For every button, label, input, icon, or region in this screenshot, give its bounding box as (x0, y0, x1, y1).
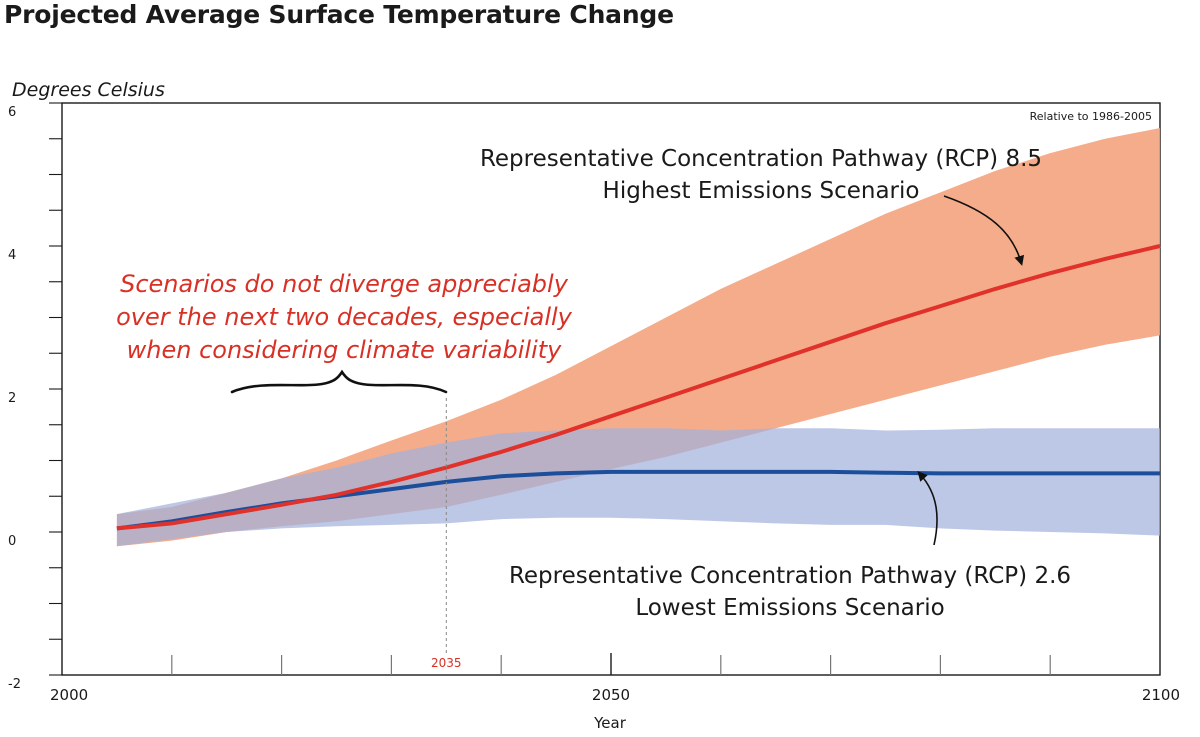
x-tick-label: 2100 (1142, 686, 1180, 704)
y-tick-label: 4 (8, 248, 16, 263)
rcp85-point (775, 359, 777, 361)
rcp85-arrow (943, 195, 1025, 266)
rcp85-point (171, 522, 173, 524)
rcp85-point (665, 396, 667, 398)
rcp85-point (1049, 272, 1051, 274)
rcp85-label-line1: Representative Concentration Pathway (RC… (480, 146, 1042, 172)
rcp26-point (171, 520, 173, 522)
y-tick-label: 2 (8, 391, 16, 406)
callout-text: over the next two decades, especially (116, 303, 573, 331)
x-tick-label: 2000 (50, 686, 88, 704)
callout-text: when considering climate variability (127, 336, 563, 364)
rcp26-point (884, 471, 886, 473)
rcp26-point (939, 472, 941, 474)
marker-2035-label: 2035 (431, 656, 462, 670)
rcp85-mean-line (116, 244, 1161, 531)
rcp85-point (720, 378, 722, 380)
rcp26-point (1049, 472, 1051, 474)
rcp85-band (116, 128, 1160, 547)
rcp85-point (390, 481, 392, 483)
relative-note: Relative to 1986-2005 (1030, 110, 1152, 123)
rcp26-point (720, 471, 722, 473)
chart-title: Projected Average Surface Temperature Ch… (4, 0, 674, 29)
rcp85-point (226, 513, 228, 515)
rcp26-point (116, 527, 118, 529)
rcp26-point (1104, 472, 1106, 474)
rcp26-band (116, 428, 1160, 547)
rcp26-point (335, 495, 337, 497)
rcp85-point (500, 451, 502, 453)
rcp26-point (500, 475, 502, 477)
rcp26-point (1159, 472, 1161, 474)
rcp26-point (280, 502, 282, 504)
rcp26-point (390, 488, 392, 490)
rcp85-point (610, 415, 612, 417)
rcp85-point (1104, 258, 1106, 260)
rcp85-point (884, 322, 886, 324)
rcp85-point (1159, 245, 1161, 247)
rcp85-point (994, 288, 996, 290)
rcp85-label-line2: Highest Emissions Scenario (603, 178, 920, 204)
rcp26-point (994, 472, 996, 474)
callout-text: Scenarios do not diverge appreciably (120, 270, 569, 298)
rcp26-point (829, 471, 831, 473)
rcp26-point (610, 471, 612, 473)
rcp85-point (555, 434, 557, 436)
rcp26-label-line2: Lowest Emissions Scenario (635, 595, 944, 621)
rcp85-point (939, 305, 941, 307)
rcp26-point (226, 511, 228, 513)
rcp26-point (555, 472, 557, 474)
y-tick-label: 0 (8, 534, 16, 549)
rcp85-point (829, 341, 831, 343)
x-tick-label: 2050 (592, 686, 630, 704)
brace (230, 369, 448, 394)
rcp26-label-line1: Representative Concentration Pathway (RC… (509, 563, 1071, 589)
rcp26-point (775, 471, 777, 473)
rcp26-point (665, 471, 667, 473)
x-axis-label: Year (593, 714, 627, 732)
y-tick-label: -2 (8, 677, 21, 692)
rcp26-arrow (917, 471, 938, 546)
y-axis-label: Degrees Celsius (12, 79, 165, 101)
y-tick-label: 6 (8, 105, 16, 120)
